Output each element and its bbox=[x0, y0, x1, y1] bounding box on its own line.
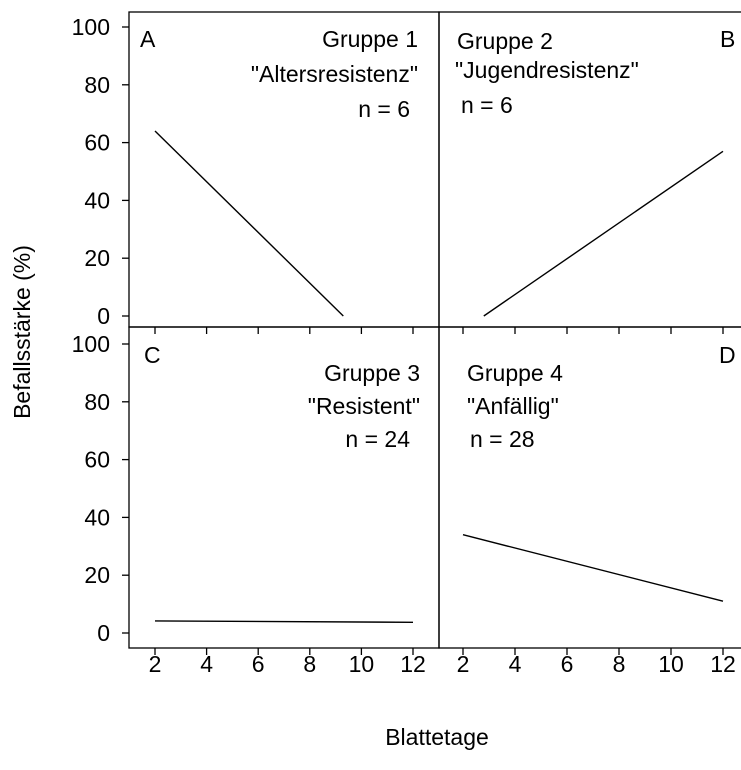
panel-d-letter: D bbox=[719, 342, 736, 368]
panel-d-series-line bbox=[462, 534, 724, 602]
y-tick-label: 40 bbox=[84, 504, 110, 530]
panel-d-label: "Anfällig" bbox=[467, 393, 559, 419]
y-tick-label: 100 bbox=[72, 331, 110, 357]
data-series bbox=[154, 130, 724, 623]
y-tick-label: 0 bbox=[97, 303, 110, 329]
x-tick-label: 2 bbox=[457, 651, 470, 677]
x-tick-label: 2 bbox=[149, 651, 162, 677]
x-tick-label: 4 bbox=[200, 651, 213, 677]
panel-c-series-line bbox=[154, 620, 414, 623]
panel-b-annotations: Gruppe 2 "Jugendresistenz" n = 6 B bbox=[455, 26, 735, 118]
panel-c-letter: C bbox=[144, 342, 161, 368]
panel-b-series-line bbox=[483, 150, 724, 317]
x-tick-label: 8 bbox=[303, 651, 316, 677]
panel-a-group: Gruppe 1 bbox=[322, 26, 418, 52]
x-tick-label: 10 bbox=[658, 651, 684, 677]
panel-frames bbox=[128, 11, 741, 649]
y-tick-label: 40 bbox=[84, 187, 110, 213]
y-tick-label: 60 bbox=[84, 447, 110, 473]
panel-a-frame bbox=[128, 11, 440, 328]
x-tick-label: 8 bbox=[613, 651, 626, 677]
panel-d-frame bbox=[438, 326, 741, 649]
x-tick-label: 10 bbox=[349, 651, 375, 677]
panel-a-letter: A bbox=[140, 26, 156, 52]
panel-b-label: "Jugendresistenz" bbox=[455, 57, 639, 83]
x-tick-label: 6 bbox=[561, 651, 574, 677]
panel-a-series-line bbox=[154, 130, 344, 317]
panel-c-label: "Resistent" bbox=[308, 393, 420, 419]
y-tick-label: 60 bbox=[84, 130, 110, 156]
x-axis-title: Blattetage bbox=[385, 724, 489, 750]
panel-b-letter: B bbox=[720, 26, 735, 52]
x-tick-label: 12 bbox=[400, 651, 426, 677]
x-tick-label: 6 bbox=[252, 651, 265, 677]
panel-b-n: n = 6 bbox=[461, 92, 513, 118]
y-tick-label: 100 bbox=[72, 14, 110, 40]
panel-a-n: n = 6 bbox=[358, 96, 410, 122]
y-tick-label: 80 bbox=[84, 389, 110, 415]
panel-d-annotations: Gruppe 4 "Anfällig" n = 28 D bbox=[467, 342, 736, 452]
panel-a-label: "Altersresistenz" bbox=[251, 61, 418, 87]
panel-c-group: Gruppe 3 bbox=[324, 360, 420, 386]
panel-d-group: Gruppe 4 bbox=[467, 360, 563, 386]
panel-d-n: n = 28 bbox=[470, 426, 535, 452]
panel-c-n: n = 24 bbox=[345, 426, 410, 452]
panel-a-annotations: A Gruppe 1 "Altersresistenz" n = 6 bbox=[140, 26, 418, 122]
y-tick-label: 0 bbox=[97, 620, 110, 646]
x-tick-label: 4 bbox=[509, 651, 522, 677]
axis-ticks bbox=[122, 26, 724, 655]
y-axis-title: Befallsstärke (%) bbox=[9, 245, 35, 419]
x-tick-label: 12 bbox=[710, 651, 736, 677]
y-tick-label: 20 bbox=[84, 562, 110, 588]
y-tick-label: 20 bbox=[84, 245, 110, 271]
panel-c-annotations: C Gruppe 3 "Resistent" n = 24 bbox=[144, 342, 420, 452]
panel-b-group: Gruppe 2 bbox=[457, 28, 553, 54]
y-tick-label: 80 bbox=[84, 72, 110, 98]
